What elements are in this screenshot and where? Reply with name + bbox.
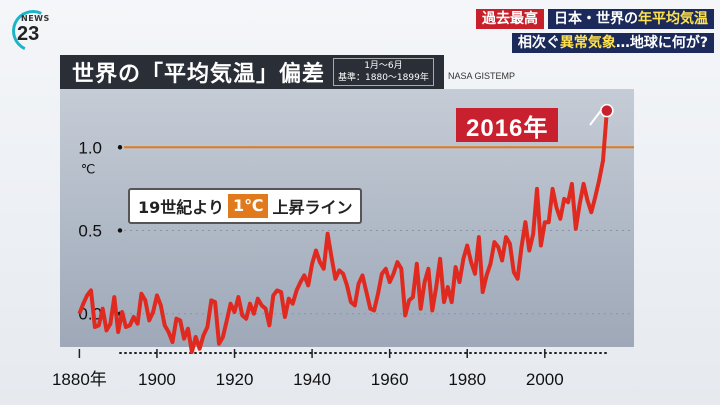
ticker-line-2-highlight: 異常気象 — [559, 34, 616, 51]
threshold-callout: 19世紀より 1℃ 上昇ライン — [128, 188, 363, 224]
logo-news-text: NEWS — [21, 14, 50, 23]
y-tick-dot — [117, 145, 123, 150]
callout-degree: 1℃ — [227, 194, 269, 218]
y-tick-label: 0.0 — [78, 305, 102, 324]
chart-subtitle-box: 1月〜6月 基準：1880〜1899年 — [333, 58, 434, 86]
ticker-line-2-text: 相次ぐ — [517, 34, 560, 51]
y-axis-unit: ℃ — [81, 161, 96, 176]
highlight-leader-line — [589, 110, 602, 126]
x-tick-label: 1880年 — [52, 370, 107, 389]
y-tick-label: 0.5 — [78, 221, 102, 240]
callout-prefix: 19世紀より — [138, 198, 224, 217]
x-tick-label: 1920 — [216, 370, 254, 389]
chart-baseline: 基準：1880〜1899年 — [338, 73, 429, 83]
ticker-line-1-highlight: 年平均気温 — [638, 11, 708, 27]
temperature-series-line — [77, 110, 609, 354]
ticker-line-2-tail: …地球に何が? — [615, 34, 708, 51]
chart-title: 世界の「平均気温」偏差 — [72, 62, 326, 87]
news23-logo: NEWS 23 — [6, 4, 60, 58]
y-tick-label: 1.0 — [78, 138, 102, 157]
callout-suffix: 上昇ライン — [272, 198, 353, 217]
chart-period: 1月〜6月 — [364, 61, 403, 71]
ticker-badge: 過去最高 — [476, 9, 544, 29]
ticker-line-1: 日本・世界の年平均気温 — [548, 9, 714, 29]
chart-title-bar: 世界の「平均気温」偏差 1月〜6月 基準：1880〜1899年 — [60, 55, 444, 89]
data-source: NASA GISTEMP — [448, 71, 516, 81]
x-tick-label: 1940 — [293, 370, 331, 389]
highlight-year-label: 2016年 — [456, 108, 559, 142]
highlight-point-2016 — [600, 103, 614, 118]
logo-number: 23 — [17, 23, 40, 45]
ticker-line-1-text: 日本・世界の — [554, 11, 638, 27]
x-tick-label: 1980 — [448, 370, 486, 389]
ticker-line-2: 相次ぐ異常気象…地球に何が? — [511, 32, 714, 53]
y-tick-dot — [117, 228, 123, 233]
x-tick-label: 2000 — [526, 370, 564, 389]
news-ticker: 過去最高 日本・世界の年平均気温 相次ぐ異常気象…地球に何が? — [476, 8, 714, 53]
axes-layer: 0.0 0.5 1.0 ℃ 1880年 1900 1920 1940 1960 1980 2000 — [52, 138, 634, 389]
x-tick-label: 1960 — [371, 370, 409, 389]
x-tick-label: 1900 — [138, 370, 176, 389]
